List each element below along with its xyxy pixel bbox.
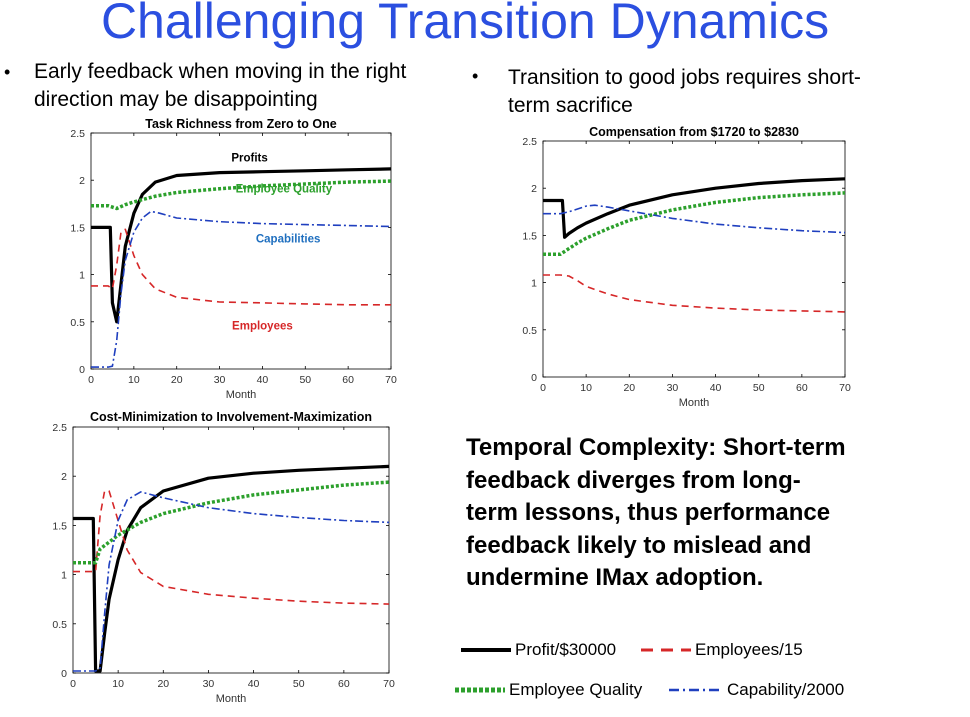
y-tick-label: 1 bbox=[79, 270, 85, 282]
x-axis-label: Month bbox=[216, 693, 247, 705]
legend-label-capability: Capability/2000 bbox=[727, 680, 845, 699]
x-tick-label: 40 bbox=[248, 678, 260, 690]
y-tick-label: 0.5 bbox=[522, 325, 537, 337]
y-tick-label: 2 bbox=[79, 175, 85, 187]
y-tick-label: 1.5 bbox=[522, 230, 537, 242]
y-tick-label: 0 bbox=[531, 372, 537, 384]
series-line-capability bbox=[91, 210, 392, 368]
note-line: term lessons, thus performance bbox=[466, 499, 831, 526]
x-axis-label: Month bbox=[226, 389, 257, 401]
x-tick-label: 20 bbox=[623, 382, 635, 394]
note-line: feedback likely to mislead and bbox=[466, 531, 812, 559]
bullet-right-line-1: Transition to good jobs requires short- bbox=[508, 66, 861, 89]
series-line-profit bbox=[543, 177, 846, 239]
legend-label-profit: Profit/$30000 bbox=[515, 640, 617, 659]
series-line-capability bbox=[73, 491, 390, 672]
y-tick-label: 1.5 bbox=[70, 222, 85, 234]
inline-series-label: Profits bbox=[231, 152, 267, 164]
x-tick-label: 0 bbox=[540, 382, 546, 394]
chart-legend: Profit/$30000 Employees/15 Employee Qual… bbox=[455, 636, 955, 706]
y-tick-label: 1 bbox=[61, 570, 67, 582]
bullet-dot: • bbox=[472, 66, 479, 86]
temporal-complexity-note: Temporal Complexity: Short-term feedback… bbox=[466, 432, 936, 595]
x-tick-label: 30 bbox=[214, 374, 226, 386]
series-line-capability bbox=[543, 204, 846, 234]
chart-title: Compensation from $1720 to $2830 bbox=[589, 125, 799, 139]
bullet-left: • Early feedback when moving in the righ… bbox=[4, 58, 407, 114]
x-tick-label: 70 bbox=[385, 374, 397, 386]
legend-item-profit: Profit/$30000 bbox=[461, 640, 616, 660]
x-tick-label: 0 bbox=[88, 374, 94, 386]
y-tick-label: 2.5 bbox=[522, 136, 537, 148]
y-tick-label: 2 bbox=[531, 183, 537, 195]
x-tick-label: 50 bbox=[293, 678, 305, 690]
x-tick-label: 30 bbox=[667, 382, 679, 394]
inline-series-label: Employees bbox=[232, 320, 293, 332]
slide-title: Challenging Transition Dynamics bbox=[100, 0, 830, 49]
series-line-employees bbox=[91, 228, 391, 306]
note-line: Temporal Complexity: Short-term bbox=[466, 434, 846, 461]
x-tick-label: 70 bbox=[839, 382, 851, 394]
legend-label-quality: Employee Quality bbox=[509, 680, 643, 699]
x-tick-label: 60 bbox=[342, 374, 354, 386]
y-tick-label: 0 bbox=[61, 668, 67, 680]
x-tick-label: 30 bbox=[203, 678, 215, 690]
x-tick-label: 60 bbox=[796, 382, 808, 394]
legend-swatch-employees bbox=[641, 648, 691, 652]
bullet-dot: • bbox=[4, 62, 11, 82]
note-line: undermine IMax adoption. bbox=[466, 564, 764, 591]
series-line-quality bbox=[543, 191, 846, 257]
y-tick-label: 0 bbox=[79, 364, 85, 376]
x-tick-label: 20 bbox=[171, 374, 183, 386]
legend-item-employees: Employees/15 bbox=[641, 640, 803, 660]
x-tick-label: 20 bbox=[157, 678, 169, 690]
series-line-employees bbox=[543, 274, 846, 313]
inline-series-label: Capabilities bbox=[256, 234, 321, 246]
legend-label-employees: Employees/15 bbox=[695, 640, 803, 659]
y-tick-label: 1.5 bbox=[52, 520, 67, 532]
bullet-left-line-2: direction may be disappointing bbox=[34, 88, 318, 111]
legend-item-capability: Capability/2000 bbox=[669, 680, 844, 700]
x-tick-label: 60 bbox=[338, 678, 350, 690]
x-tick-label: 70 bbox=[383, 678, 395, 690]
y-tick-label: 2.5 bbox=[52, 422, 67, 434]
x-tick-label: 10 bbox=[112, 678, 124, 690]
x-tick-label: 40 bbox=[257, 374, 269, 386]
chart-title: Task Richness from Zero to One bbox=[145, 117, 337, 131]
legend-swatch-profit bbox=[461, 648, 511, 652]
bullet-right: • Transition to good jobs requires short… bbox=[472, 64, 861, 120]
x-tick-label: 0 bbox=[70, 678, 76, 690]
legend-swatch-quality bbox=[455, 687, 505, 693]
bullet-left-line-1: Early feedback when moving in the right bbox=[34, 60, 407, 83]
legend-swatch-capability bbox=[669, 688, 723, 692]
bullet-right-line-2: term sacrifice bbox=[508, 94, 633, 117]
x-tick-label: 40 bbox=[710, 382, 722, 394]
y-tick-label: 0.5 bbox=[52, 619, 67, 631]
legend-item-quality: Employee Quality bbox=[455, 680, 642, 700]
series-line-profit bbox=[73, 464, 390, 673]
chart-title: Cost-Minimization to Involvement-Maximiz… bbox=[90, 410, 372, 424]
series-line-quality bbox=[73, 480, 390, 565]
y-tick-label: 1 bbox=[531, 278, 537, 290]
note-line: feedback diverges from long- bbox=[466, 466, 801, 494]
y-tick-label: 2.5 bbox=[70, 128, 85, 140]
x-tick-label: 10 bbox=[580, 382, 592, 394]
inline-series-label: Employee Quality bbox=[236, 183, 333, 195]
series-line-profit bbox=[91, 167, 392, 324]
x-tick-label: 50 bbox=[299, 374, 311, 386]
y-tick-label: 2 bbox=[61, 471, 67, 483]
x-axis-label: Month bbox=[679, 397, 710, 409]
y-tick-label: 0.5 bbox=[70, 317, 85, 329]
series-line-quality bbox=[91, 179, 392, 211]
x-tick-label: 50 bbox=[753, 382, 765, 394]
x-tick-label: 10 bbox=[128, 374, 140, 386]
